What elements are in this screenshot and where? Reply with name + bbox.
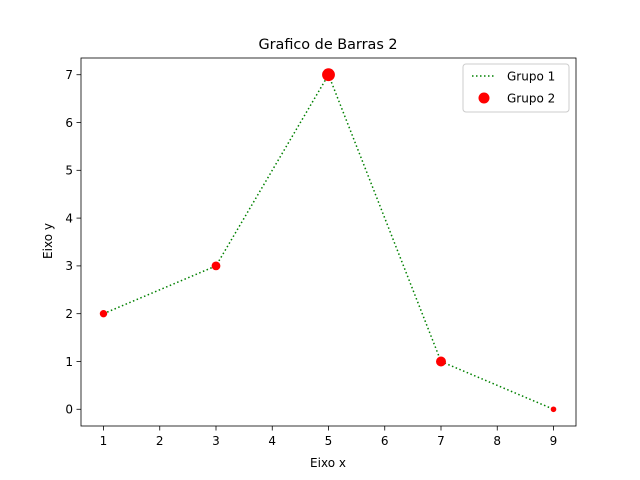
x-tick-label: 1 bbox=[100, 434, 108, 448]
scatter-point bbox=[211, 261, 221, 271]
scatter-point bbox=[436, 356, 446, 367]
chart-title: Grafico de Barras 2 bbox=[258, 37, 397, 53]
y-tick-label: 6 bbox=[65, 116, 73, 130]
scatter-point bbox=[322, 68, 335, 82]
x-tick-label: 7 bbox=[437, 434, 445, 448]
x-tick-label: 5 bbox=[325, 434, 333, 448]
legend: Grupo 1 Grupo 2 bbox=[462, 63, 570, 113]
x-tick-label: 9 bbox=[550, 434, 558, 448]
y-tick-label: 4 bbox=[65, 211, 73, 225]
scatter-point bbox=[99, 309, 108, 318]
x-axis-label: Eixo x bbox=[310, 456, 346, 470]
x-tick-label: 2 bbox=[156, 434, 164, 448]
x-tick-label: 3 bbox=[212, 434, 220, 448]
y-axis-label: Eixo y bbox=[41, 223, 55, 259]
x-tick-label: 6 bbox=[381, 434, 389, 448]
scatter-point bbox=[550, 406, 557, 413]
axes-background bbox=[81, 58, 576, 426]
y-tick-label: 7 bbox=[65, 68, 73, 82]
y-tick-label: 0 bbox=[65, 403, 73, 417]
legend-marker-swatch bbox=[478, 92, 490, 104]
plot-area: 1 2 3 4 5 6 7 8 9 0 1 2 3 4 5 6 7 bbox=[65, 57, 577, 448]
legend-entry-label: Grupo 2 bbox=[507, 91, 555, 105]
x-tick-label: 8 bbox=[493, 434, 501, 448]
legend-entry-label: Grupo 1 bbox=[507, 69, 555, 83]
y-tick-label: 1 bbox=[65, 355, 73, 369]
y-tick-label: 3 bbox=[65, 259, 73, 273]
y-tick-label: 5 bbox=[65, 164, 73, 178]
y-tick-label: 2 bbox=[65, 307, 73, 321]
x-tick-label: 4 bbox=[268, 434, 276, 448]
